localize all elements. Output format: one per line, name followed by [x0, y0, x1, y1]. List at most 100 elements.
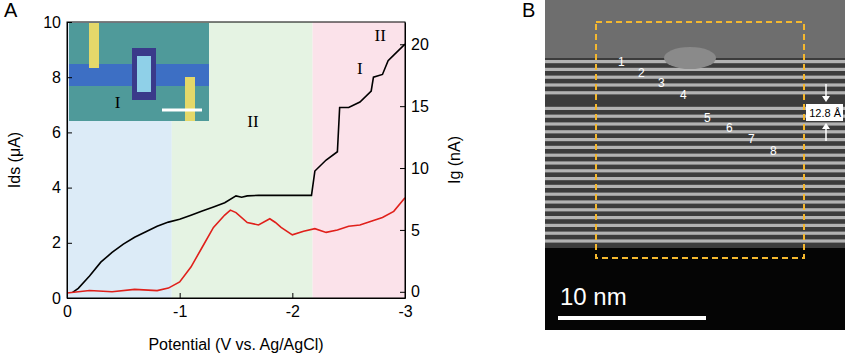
layer-stripe [545, 83, 845, 86]
layer-stripe [545, 208, 845, 211]
layer-stripe [545, 91, 845, 94]
series-line [73, 44, 405, 292]
tick-label: 5 [411, 222, 420, 239]
tick-label: 15 [411, 98, 429, 115]
layer-label: 3 [658, 76, 665, 90]
axis-line [67, 23, 68, 299]
layer-stripe [545, 185, 845, 188]
tick: 4 [52, 179, 72, 196]
y2-axis: 0 5 10 15 20 [400, 23, 429, 301]
layer-label: 5 [704, 111, 711, 125]
tick-label: 6 [52, 124, 61, 141]
tick: 6 [52, 124, 72, 141]
tick: 15 [400, 98, 429, 115]
panel-label: B [522, 0, 535, 21]
tick-mark [400, 230, 405, 231]
inset-gate [132, 48, 156, 100]
region-label: I [115, 93, 121, 112]
y-axis: 0 2 4 6 8 10 [43, 14, 72, 307]
layer-label: 6 [726, 121, 733, 135]
tick-label: 8 [52, 69, 61, 86]
tick-label: -1 [173, 303, 187, 320]
layer-stripe [545, 224, 845, 227]
tick-label: 20 [411, 36, 429, 53]
scale-bar [558, 316, 706, 320]
tick-mark [400, 168, 405, 169]
figure: 0-1-2-3024681005101520IIIIIIPotential (V… [0, 0, 845, 360]
layer-stripe [545, 76, 845, 79]
layer-stripe [545, 130, 845, 133]
layer-label: 4 [680, 88, 687, 102]
tick-label: -2 [286, 303, 300, 320]
roi-box [596, 22, 804, 258]
tick-mark [292, 293, 293, 298]
axis-line [68, 298, 406, 299]
layer-label: 2 [638, 66, 645, 80]
layer-stripe [545, 232, 845, 235]
plot-frame [67, 22, 405, 298]
layer-stripe [545, 161, 845, 164]
inset-scale-bar [162, 109, 202, 112]
layer-stripe [545, 107, 845, 110]
tick-label: 0 [52, 290, 61, 307]
tick-label: 4 [52, 179, 61, 196]
region-label: I [357, 59, 363, 78]
tick-mark [400, 44, 405, 45]
regions [67, 22, 405, 298]
region-label: II [375, 26, 387, 45]
layer-stripe [545, 200, 845, 203]
panel-label: A [4, 0, 18, 21]
region-label: II [247, 112, 259, 131]
tick-label: 0 [411, 283, 420, 300]
tick: -2 [286, 293, 300, 320]
inset-channel [137, 56, 151, 92]
layer-stripe [545, 177, 845, 180]
layer-stripe [545, 193, 845, 196]
arrow-head [822, 123, 830, 129]
tick-label: 10 [43, 14, 61, 31]
tick-mark [67, 298, 72, 299]
tick: 8 [52, 69, 72, 86]
label-patch [806, 104, 843, 121]
spacing-label: 12.8 Å [809, 107, 841, 119]
inset-photo [69, 23, 209, 121]
layer-stripe [545, 138, 845, 141]
substrate [545, 248, 845, 330]
tick: 10 [43, 14, 72, 31]
tick-label: 2 [52, 234, 61, 251]
layer-label: 1 [618, 55, 625, 69]
lines [67, 44, 405, 293]
tick-label: 10 [411, 160, 429, 177]
surface-bump [664, 47, 716, 69]
y-axis-title: Ids (μA) [6, 132, 23, 188]
layer-stripe [545, 169, 845, 172]
x-axis: 0 -1 -2 -3 [63, 293, 413, 320]
series-line [67, 198, 405, 293]
scale-bar-label: 10 nm [560, 283, 627, 310]
tick-mark [400, 292, 405, 293]
tick-label: -3 [398, 303, 412, 320]
tick: -1 [173, 293, 187, 320]
layer-stripe [545, 115, 845, 118]
tick-mark [67, 77, 72, 78]
layer-stripe [545, 239, 845, 242]
axis-line [405, 23, 406, 299]
y2-axis-title: Ig (nA) [446, 136, 463, 184]
layer-stripe [545, 216, 845, 219]
tick-mark [180, 293, 181, 298]
image-bg [545, 0, 845, 330]
tick-mark [67, 243, 72, 244]
annotations: IIIIII [115, 26, 386, 131]
inset-bg [69, 23, 209, 121]
layer-stripe [545, 146, 845, 149]
arrow-head [822, 96, 830, 102]
tick: 0 [400, 283, 420, 300]
inset-electrode [185, 77, 195, 121]
tick-mark [67, 188, 72, 189]
tick-label: 0 [63, 303, 72, 320]
layer-label: 8 [770, 144, 777, 158]
tick-mark [400, 106, 405, 107]
tick: 0 [52, 290, 72, 307]
x-axis-title: Potential (V vs. Ag/AgCl) [148, 336, 323, 353]
spacing-marker [806, 84, 843, 141]
